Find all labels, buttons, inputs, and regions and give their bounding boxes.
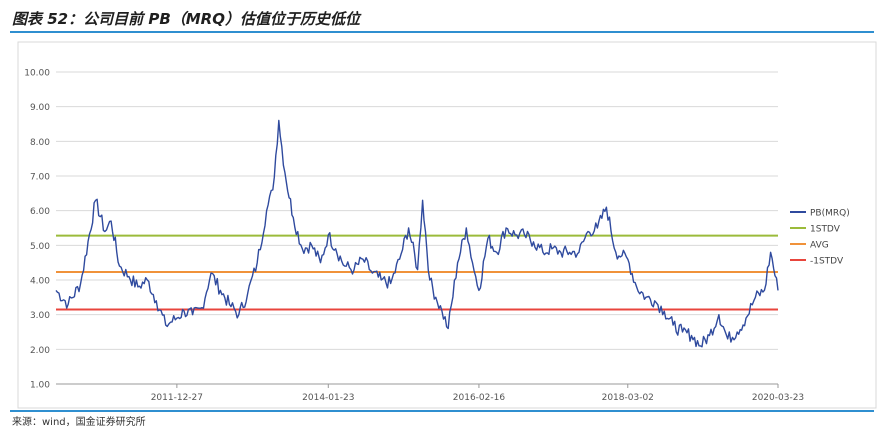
- legend-label: 1STDV: [810, 225, 841, 235]
- top-divider: [10, 31, 874, 33]
- series-pb-mrq: [55, 119, 779, 348]
- y-tick-label: 4.00: [30, 277, 50, 287]
- y-axis-ticks: 1.00 2.00 3.00 4.00 5.00 6.00 7.00 8.00 9.00 10.0…: [24, 69, 50, 391]
- y-tick-label: 5.00: [30, 242, 50, 252]
- y-tick-label: 8.00: [30, 138, 50, 148]
- x-tick-label: 2016-02-16: [453, 393, 506, 403]
- source-note: 来源：wind，国金证券研究所: [12, 417, 146, 428]
- y-tick-label: 3.00: [30, 311, 50, 321]
- grid-lines: [56, 71, 778, 385]
- reference-lines: [56, 234, 778, 311]
- series-layer: [55, 119, 779, 348]
- y-tick-label: 7.00: [30, 173, 50, 183]
- legend: PB(MRQ) 1STDV AVG -1STDV: [790, 209, 850, 267]
- bottom-divider: [10, 410, 874, 412]
- x-tick-label: 2014-01-23: [302, 393, 354, 403]
- x-tick-label: 2011-12-27: [151, 393, 203, 403]
- legend-label: PB(MRQ): [810, 209, 850, 219]
- chart-frame: [17, 41, 877, 409]
- x-tick-label: 2020-03-23: [752, 393, 804, 403]
- legend-label: AVG: [810, 241, 829, 251]
- y-tick-label: 1.00: [30, 381, 50, 391]
- chart-title: 图表 52：公司目前 PB（MRQ）估值位于历史低位: [12, 10, 360, 28]
- y-tick-label: 2.00: [30, 346, 50, 356]
- x-axis-ticks: 2011-12-27 2014-01-23 2016-02-16 2018-03-02…: [56, 383, 804, 403]
- y-tick-label: 10.00: [24, 69, 50, 79]
- y-tick-label: 6.00: [30, 207, 50, 217]
- pb-line-chart: 1.00 2.00 3.00 4.00 5.00 6.00 7.00 8.00 9.00 10.0…: [17, 41, 877, 409]
- legend-label: -1STDV: [810, 257, 844, 267]
- x-tick-label: 2018-03-02: [602, 393, 654, 403]
- y-tick-label: 9.00: [30, 103, 50, 113]
